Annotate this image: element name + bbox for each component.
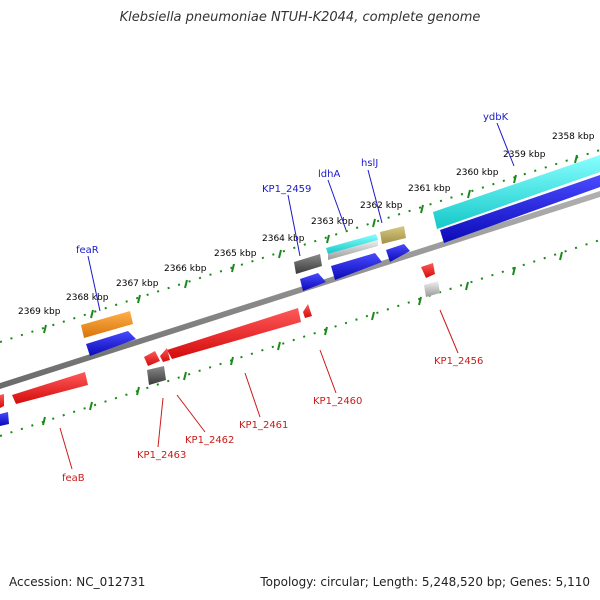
leader-line bbox=[367, 169, 383, 224]
leader-line bbox=[87, 255, 101, 312]
leader-line bbox=[319, 349, 337, 394]
kbp-labels: 2358 kbp 2359 kbp 2360 kbp 2361 kbp 2362… bbox=[18, 132, 595, 317]
gene-label-KP1_2463[interactable]: KP1_2463 bbox=[137, 450, 186, 461]
kbp-label: 2365 kbp bbox=[214, 249, 257, 259]
gene-feature-blue-edge[interactable] bbox=[0, 412, 9, 426]
gene-label-KP1_2456[interactable]: KP1_2456 bbox=[434, 356, 483, 367]
gene-feature-KP1_2463[interactable] bbox=[144, 351, 160, 366]
gene-label-ydbK[interactable]: ydbK bbox=[483, 112, 509, 123]
kbp-ticks bbox=[42, 154, 578, 426]
gene-label-hslJ[interactable]: hslJ bbox=[361, 158, 378, 169]
reverse-gene-labels: KP1_2456 KP1_2460 KP1_2461 KP1_2462 KP1_… bbox=[62, 356, 483, 484]
kbp-label: 2368 kbp bbox=[66, 293, 109, 303]
gene-feature-hslJ[interactable] bbox=[386, 244, 410, 262]
leader-line bbox=[496, 122, 515, 167]
gene-feature-lightgray[interactable] bbox=[328, 240, 378, 260]
gene-feature-KP1_2461[interactable] bbox=[167, 308, 301, 359]
gene-label-ldhA[interactable]: ldhA bbox=[318, 169, 340, 180]
gene-feature-KP1_2460[interactable] bbox=[303, 304, 312, 318]
kbp-label: 2369 kbp bbox=[18, 307, 61, 317]
leader-line bbox=[439, 309, 459, 354]
gene-feature-KP1_2462[interactable] bbox=[160, 348, 170, 362]
kbp-label: 2362 kbp bbox=[360, 201, 403, 211]
kbp-label: 2367 kbp bbox=[116, 279, 159, 289]
gene-feature-ydbK[interactable] bbox=[440, 175, 600, 243]
kbp-label: 2359 kbp bbox=[503, 150, 546, 160]
leader-lines bbox=[59, 122, 515, 470]
leader-line bbox=[157, 397, 164, 448]
map-title: Klebsiella pneumoniae NTUH-K2044, comple… bbox=[119, 10, 481, 25]
gene-feature-ldhA[interactable] bbox=[331, 253, 382, 280]
accession-label: Accession: NC_012731 bbox=[9, 575, 146, 589]
gene-feature-feaR[interactable] bbox=[86, 331, 136, 356]
kbp-label: 2364 kbp bbox=[262, 234, 305, 244]
genome-backbone bbox=[0, 191, 600, 389]
kbp-label: 2366 kbp bbox=[164, 264, 207, 274]
leader-line bbox=[176, 394, 206, 433]
gene-feature-cyan-long[interactable] bbox=[433, 155, 600, 229]
leader-line bbox=[287, 194, 301, 257]
topology-label: Topology: circular; Length: 5,248,520 bp… bbox=[260, 575, 590, 589]
leader-line bbox=[59, 427, 73, 470]
gene-label-KP1_2462[interactable]: KP1_2462 bbox=[185, 435, 234, 446]
leader-line bbox=[327, 179, 347, 231]
gene-label-KP1_2461[interactable]: KP1_2461 bbox=[239, 420, 288, 431]
gene-label-KP1_2460[interactable]: KP1_2460 bbox=[313, 396, 362, 407]
kbp-label: 2358 kbp bbox=[552, 132, 595, 142]
gene-feature-orange[interactable] bbox=[81, 311, 133, 338]
gene-feature-feaB[interactable] bbox=[12, 372, 88, 404]
gene-feature-KP1_2459[interactable] bbox=[300, 273, 326, 291]
forward-gene-labels: ydbK hslJ ldhA KP1_2459 feaR bbox=[76, 112, 509, 256]
gene-feature-gray-rev[interactable] bbox=[147, 366, 166, 385]
kbp-label: 2361 kbp bbox=[408, 184, 451, 194]
gene-feature-red-small[interactable] bbox=[421, 263, 435, 278]
gene-label-feaB[interactable]: feaB bbox=[62, 473, 85, 484]
gene-label-KP1_2459[interactable]: KP1_2459 bbox=[262, 184, 311, 195]
gene-label-feaR[interactable]: feaR bbox=[76, 245, 99, 256]
kbp-label: 2360 kbp bbox=[456, 168, 499, 178]
gene-feature-red-edge[interactable] bbox=[0, 394, 4, 408]
gene-feature-lightgray-rev[interactable] bbox=[424, 281, 440, 297]
gene-feature-khaki[interactable] bbox=[380, 226, 406, 244]
gene-feature-cyan-short[interactable] bbox=[326, 234, 378, 254]
leader-line bbox=[244, 372, 261, 418]
kbp-label: 2363 kbp bbox=[311, 217, 354, 227]
gene-feature-gray-fwd[interactable] bbox=[294, 254, 322, 274]
